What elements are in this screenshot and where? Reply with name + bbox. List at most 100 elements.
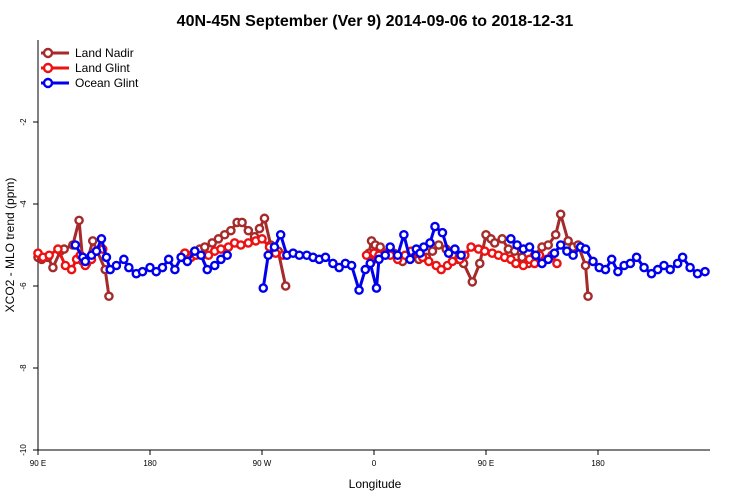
data-point	[580, 260, 591, 271]
x-axis-ticks: 90 E 180 90 W 0 90 E 180	[30, 450, 605, 468]
data-point	[588, 256, 598, 267]
y-tick-label: -6	[19, 282, 28, 290]
x-tick-label: 180	[591, 459, 605, 468]
data-point	[692, 268, 703, 279]
data-point	[237, 217, 247, 228]
data-point	[334, 262, 344, 273]
x-axis-title: Longitude	[349, 477, 402, 491]
data-point	[60, 260, 71, 271]
data-point	[437, 227, 448, 238]
x-tick-label: 180	[143, 459, 157, 468]
data-point	[474, 258, 485, 269]
data-point	[104, 291, 114, 302]
data-point	[506, 234, 516, 244]
y-axis-title: XCO2 - MLO trend (ppm)	[3, 178, 17, 313]
data-point	[105, 264, 115, 275]
data-point	[219, 229, 230, 240]
data-point	[489, 238, 500, 248]
data-point	[157, 262, 168, 273]
data-point	[258, 283, 269, 293]
data-point	[466, 242, 476, 252]
data-point	[263, 250, 274, 261]
data-point	[145, 262, 155, 273]
data-point	[392, 250, 403, 261]
data-point	[549, 248, 560, 258]
data-point	[385, 242, 395, 252]
data-point	[87, 236, 98, 246]
data-point	[213, 234, 224, 244]
legend-label: Ocean Glint	[75, 76, 139, 90]
data-point	[479, 246, 490, 256]
data-point	[354, 285, 364, 295]
data-point	[543, 240, 554, 250]
data-point	[524, 242, 535, 252]
data-point	[96, 234, 107, 244]
data-point	[512, 240, 522, 250]
data-point	[137, 266, 148, 277]
data-point	[170, 264, 180, 275]
data-point	[450, 244, 460, 254]
data-point	[209, 260, 220, 271]
data-point	[399, 229, 409, 240]
legend-marker	[42, 62, 54, 74]
data-point	[672, 258, 683, 269]
data-point	[529, 258, 540, 269]
data-point	[543, 254, 554, 265]
legend-label: Land Nadir	[75, 46, 134, 60]
data-point	[652, 264, 663, 275]
data-point	[196, 250, 206, 261]
data-point	[562, 246, 572, 256]
x-tick-label: 90 E	[478, 459, 494, 468]
y-tick-label: -2	[19, 118, 28, 126]
data-point	[280, 281, 291, 291]
data-point	[447, 256, 458, 267]
data-point	[665, 264, 675, 275]
data-point	[405, 254, 415, 265]
data-point	[320, 252, 331, 263]
data-point	[555, 240, 566, 250]
data-point	[53, 244, 63, 254]
data-point	[467, 277, 478, 287]
data-point	[685, 262, 695, 273]
data-point	[563, 236, 573, 246]
data-point	[254, 223, 265, 234]
data-point	[537, 258, 547, 269]
data-point	[625, 258, 636, 269]
legend-label: Land Glint	[75, 61, 130, 75]
data-point	[606, 254, 617, 265]
data-point	[163, 254, 174, 265]
legend-marker	[42, 47, 54, 59]
data-point	[236, 240, 246, 250]
y-tick-label: -4	[19, 200, 28, 208]
data-point	[518, 260, 529, 271]
data-point	[226, 225, 236, 236]
data-point	[360, 264, 371, 275]
data-point	[380, 250, 391, 261]
data-point	[74, 215, 84, 226]
data-point	[189, 246, 200, 256]
data-point	[216, 244, 226, 254]
data-point	[346, 260, 357, 271]
data-point	[418, 242, 429, 252]
data-point	[511, 258, 521, 269]
data-point	[294, 250, 305, 261]
data-point	[328, 258, 338, 269]
data-point	[275, 229, 286, 240]
data-point	[436, 264, 447, 275]
data-point	[456, 250, 466, 261]
data-point	[182, 256, 193, 267]
data-point	[365, 258, 376, 269]
data-point	[216, 254, 226, 265]
data-point	[257, 234, 267, 244]
data-point	[371, 283, 382, 293]
data-point	[151, 266, 162, 277]
data-point	[48, 262, 58, 273]
data-point	[202, 264, 213, 275]
series-layer	[33, 209, 710, 302]
data-point	[613, 266, 623, 277]
data-point	[66, 264, 77, 275]
data-point	[580, 244, 591, 254]
data-point	[243, 225, 254, 236]
data-point	[600, 264, 611, 275]
